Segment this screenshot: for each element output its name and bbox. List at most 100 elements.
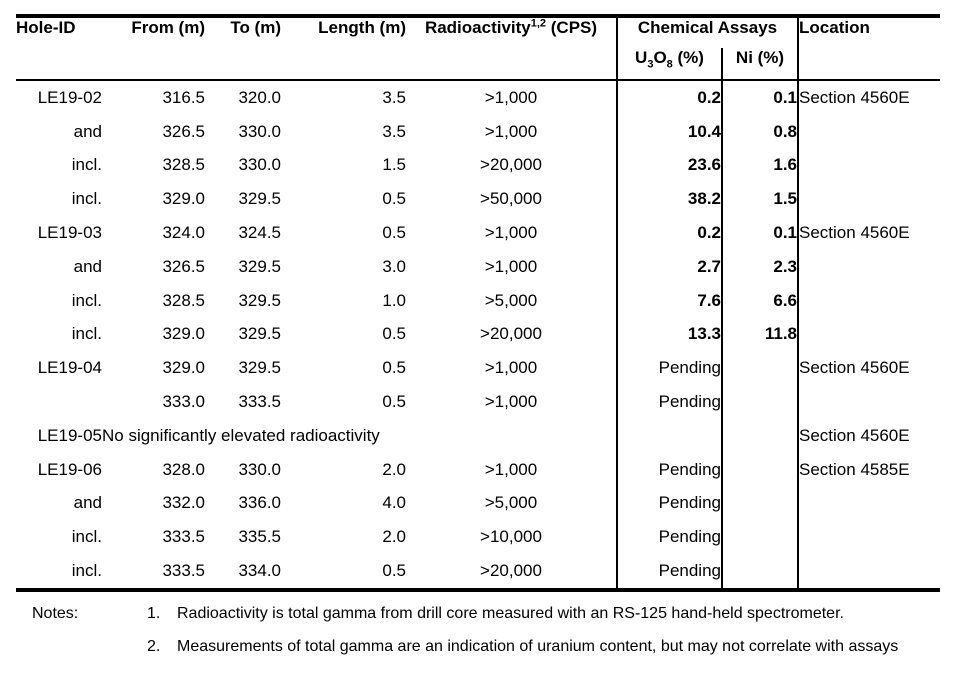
cell-ni — [720, 351, 799, 386]
col-header-ni: Ni (%) — [720, 48, 799, 81]
cell-ni — [720, 418, 799, 453]
cell-radioactivity: >1,000 — [484, 223, 538, 243]
radioactivity-label: Radioactivity — [424, 18, 531, 37]
cell-to: 330.0 — [238, 459, 281, 479]
cell-length: 0.5 — [382, 189, 406, 209]
note-number: 2. — [147, 637, 161, 655]
cell-radioactivity: >1,000 — [484, 459, 538, 479]
table-header: Hole-ID From (m) To (m) Length (m) Radio… — [16, 16, 941, 81]
cell-to: 329.5 — [238, 189, 281, 209]
cell-location — [797, 385, 941, 419]
cell-ni: 0.8 — [720, 114, 799, 149]
cell-from: 328.5 — [162, 290, 205, 310]
cell-radioactivity: >20,000 — [480, 561, 542, 581]
cell-hole-id: LE19-03 — [37, 223, 102, 243]
table-row: 333.0 333.5 0.5 >1,000 Pending — [16, 385, 941, 419]
cell-u3o8: 38.2 — [616, 182, 722, 217]
cell-from: 326.5 — [162, 121, 205, 141]
cell-length: 0.5 — [382, 561, 406, 581]
cell-to: 334.0 — [238, 561, 281, 581]
cell-hole-id: incl. — [71, 189, 102, 209]
cell-hole-id: incl. — [71, 290, 102, 310]
cell-hole-id: incl. — [71, 561, 102, 581]
note-row: 2. Measurements of total gamma are an in… — [32, 638, 980, 656]
radioactivity-footnote-ref: 1,2 — [530, 17, 547, 30]
cell-radioactivity: >1,000 — [484, 256, 538, 276]
cell-radioactivity: >1,000 — [484, 358, 538, 378]
cell-ni: 1.5 — [720, 182, 799, 217]
cell-from: 333.0 — [162, 392, 205, 412]
cell-length: 3.0 — [382, 256, 406, 276]
cell-radioactivity: >1,000 — [484, 392, 538, 412]
cell-to: 330.0 — [238, 121, 281, 141]
cell-ni — [720, 554, 799, 590]
cell-location: Section 4560E — [797, 216, 941, 250]
cell-to: 329.5 — [238, 256, 281, 276]
cell-hole-id — [16, 385, 102, 419]
cell-location: Section 4560E — [797, 351, 941, 386]
cell-hole-id: incl. — [71, 155, 102, 175]
col-header-length: Length (m) — [281, 16, 406, 81]
cell-length: 2.0 — [382, 459, 406, 479]
cell-u3o8: Pending — [616, 351, 722, 386]
cell-from: 328.0 — [162, 459, 205, 479]
cell-location — [797, 182, 941, 217]
cell-to: 335.5 — [238, 527, 281, 547]
table-row: LE19-06 328.0 330.0 2.0 >1,000 Pending Section… — [16, 452, 941, 487]
cell-hole-id: LE19-02 — [37, 87, 102, 107]
table-row: and 326.5 329.5 3.0 >1,000 2.7 2.3 — [16, 249, 941, 284]
notes-section: Notes: 1. Radioactivity is total gamma f… — [32, 605, 980, 656]
cell-hole-id: and — [73, 256, 102, 276]
cell-location: Section 4585E — [797, 452, 941, 487]
cell-from: 329.0 — [162, 324, 205, 344]
cell-from: 333.5 — [162, 561, 205, 581]
header-row-main: Hole-ID From (m) To (m) Length (m) Radio… — [16, 16, 941, 81]
cell-location — [797, 520, 941, 555]
cell-length: 0.5 — [382, 223, 406, 243]
cell-u3o8: 10.4 — [616, 114, 722, 149]
cell-u3o8: 0.2 — [616, 216, 722, 250]
table-row: LE19-05 No significantly elevated radioac… — [16, 418, 941, 453]
cell-u3o8: 2.7 — [616, 249, 722, 284]
cell-to: 329.5 — [238, 358, 281, 378]
table-row: LE19-03 324.0 324.5 0.5 >1,000 0.2 0.1 Section … — [16, 216, 941, 250]
cell-length: 3.5 — [382, 87, 406, 107]
cell-ni — [720, 520, 799, 555]
cell-ni: 2.3 — [720, 249, 799, 284]
radioactivity-unit: (CPS) — [546, 18, 598, 37]
cell-ni: 6.6 — [720, 283, 799, 318]
cell-u3o8: 23.6 — [616, 148, 722, 183]
cell-from: 328.5 — [162, 155, 205, 175]
cell-u3o8: Pending — [616, 486, 722, 521]
cell-ni: 11.8 — [720, 317, 799, 352]
drill-results-table: Hole-ID From (m) To (m) Length (m) Radio… — [16, 14, 941, 592]
cell-to: 330.0 — [238, 155, 281, 175]
table-row: LE19-04 329.0 329.5 0.5 >1,000 Pending Section… — [16, 351, 941, 386]
cell-u3o8: Pending — [616, 452, 722, 487]
cell-radioactivity: >20,000 — [480, 324, 542, 344]
table-body: LE19-02 316.5 320.0 3.5 >1,000 0.2 0.1 Section … — [16, 80, 941, 590]
table-row: incl. 333.5 335.5 2.0 >10,000 Pending — [16, 520, 941, 555]
cell-location — [797, 283, 941, 318]
cell-location — [797, 148, 941, 183]
cell-u3o8 — [616, 418, 722, 453]
cell-ni: 0.1 — [720, 80, 799, 115]
cell-span-note: No significantly elevated radioactivity — [102, 425, 380, 445]
cell-radioactivity: >20,000 — [480, 155, 542, 175]
cell-ni — [720, 486, 799, 521]
cell-from: 332.0 — [162, 493, 205, 513]
table-row: incl. 328.5 330.0 1.5 >20,000 23.6 1.6 — [16, 148, 941, 183]
cell-radioactivity: >5,000 — [484, 493, 538, 513]
cell-hole-id: and — [73, 493, 102, 513]
col-header-location: Location — [797, 16, 941, 81]
cell-hole-id: LE19-05 — [37, 425, 102, 445]
cell-location — [797, 249, 941, 284]
col-header-radioactivity: Radioactivity1,2 (CPS) — [406, 16, 617, 81]
cell-u3o8: 13.3 — [616, 317, 722, 352]
cell-location: Section 4560E — [797, 80, 941, 115]
cell-from: 329.0 — [162, 358, 205, 378]
cell-from: 316.5 — [162, 87, 205, 107]
cell-u3o8: 7.6 — [616, 283, 722, 318]
table-row: incl. 333.5 334.0 0.5 >20,000 Pending — [16, 554, 941, 590]
cell-hole-id: incl. — [71, 527, 102, 547]
